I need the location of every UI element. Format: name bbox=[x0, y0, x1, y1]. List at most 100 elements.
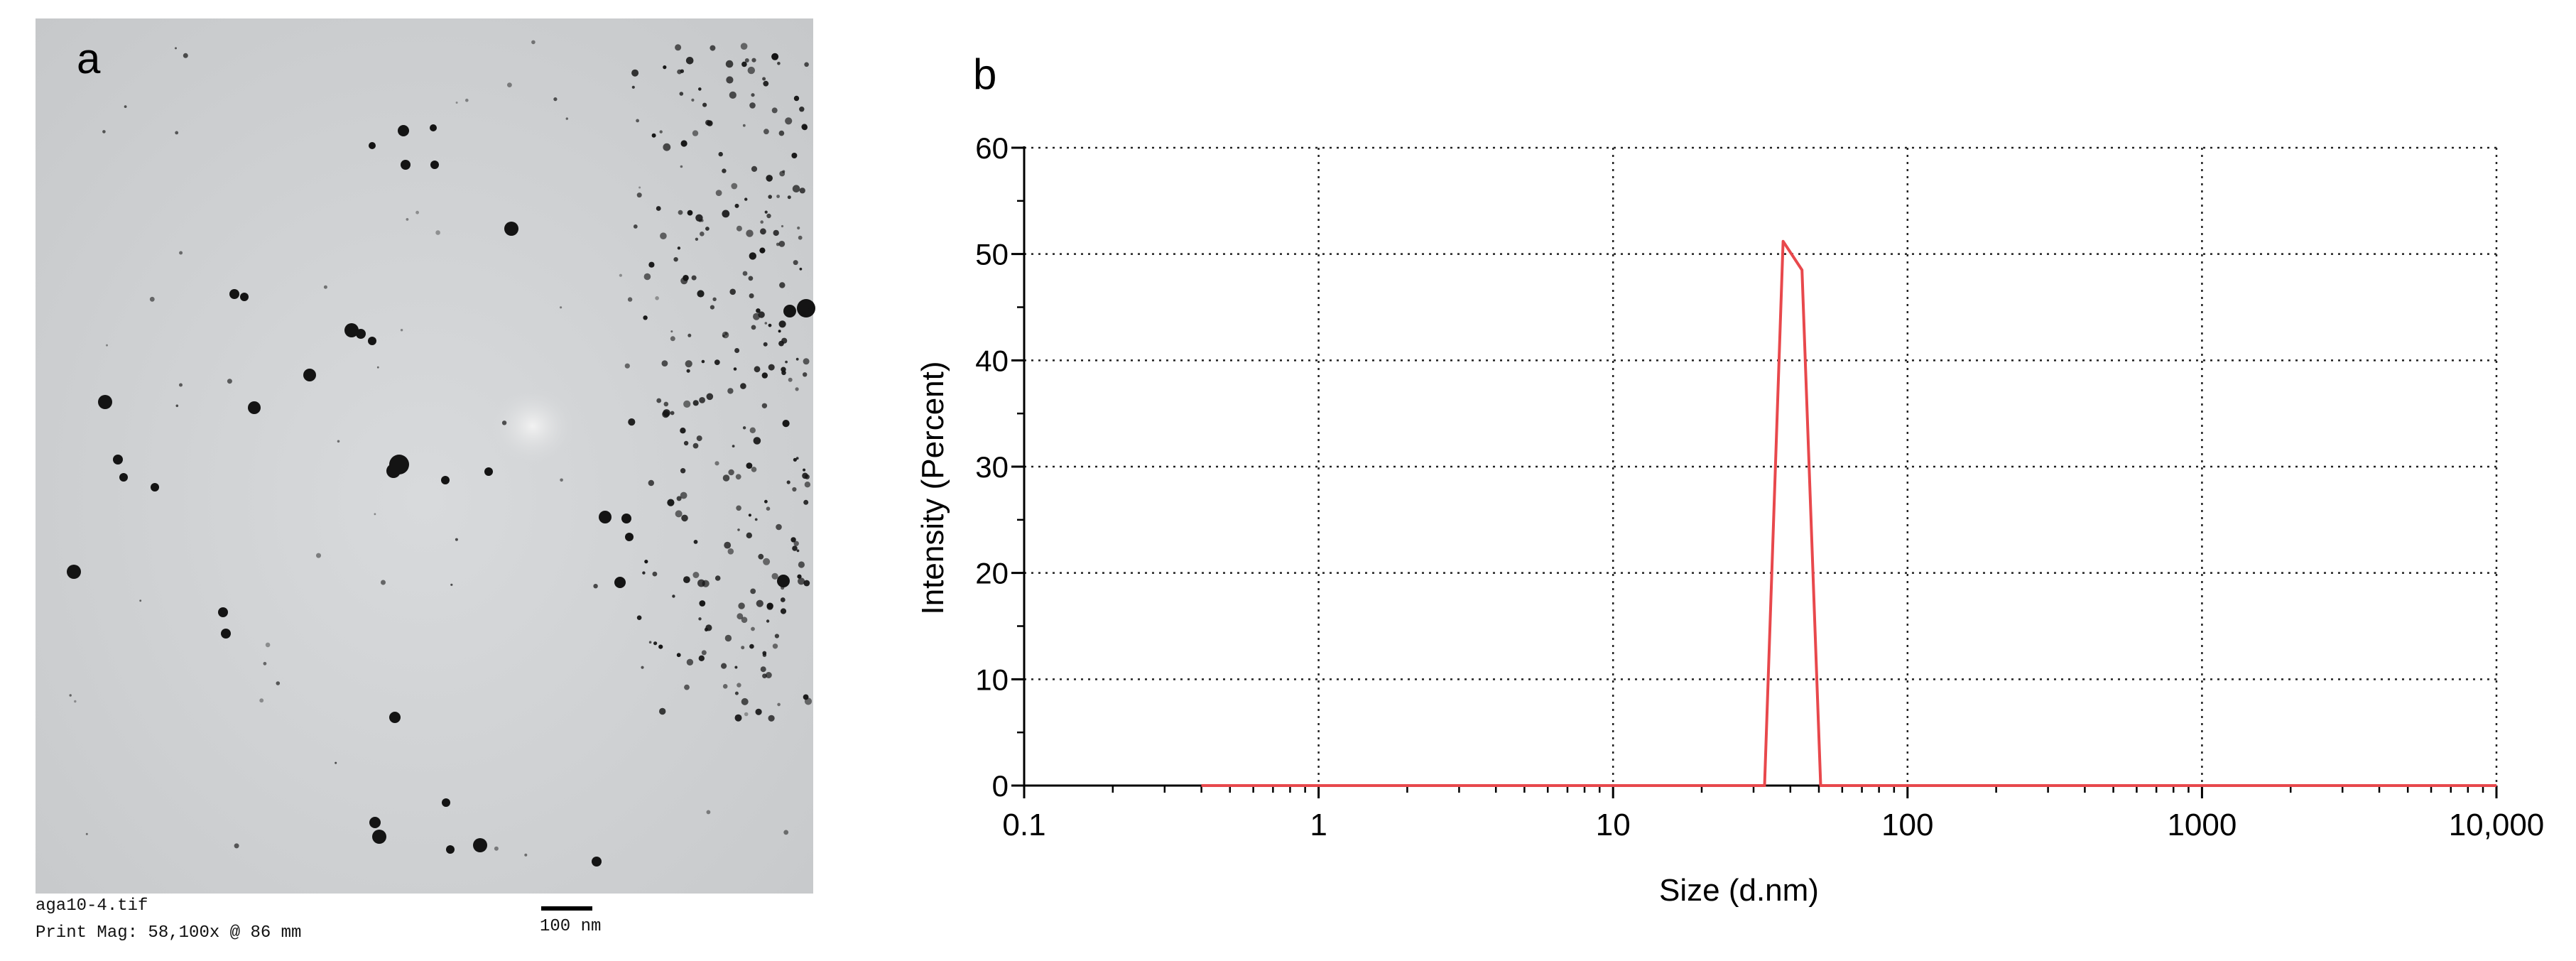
nanoparticle bbox=[441, 476, 450, 484]
nanoparticle bbox=[636, 615, 642, 620]
nanoparticle bbox=[692, 443, 699, 449]
nanoparticle bbox=[265, 642, 271, 648]
nanoparticle bbox=[369, 817, 381, 828]
nanoparticle bbox=[714, 359, 720, 365]
nanoparticle bbox=[691, 98, 695, 102]
nanoparticle bbox=[234, 843, 239, 849]
nanoparticle bbox=[651, 133, 656, 138]
nanoparticle bbox=[501, 420, 507, 425]
nanoparticle bbox=[183, 53, 188, 58]
nanoparticle bbox=[736, 225, 742, 232]
nanoparticle bbox=[680, 428, 686, 434]
nanoparticle bbox=[679, 92, 684, 96]
nanoparticle bbox=[746, 532, 753, 538]
nanoparticle bbox=[798, 235, 803, 240]
nanoparticle bbox=[656, 398, 662, 403]
nanoparticle bbox=[692, 572, 700, 578]
nanoparticle bbox=[749, 102, 756, 109]
x-tick-label: 0.1 bbox=[1002, 808, 1045, 842]
nanoparticle bbox=[762, 77, 766, 81]
nanoparticle bbox=[747, 66, 756, 75]
x-axis-title: Size (d.nm) bbox=[1659, 873, 1819, 908]
nanoparticle bbox=[741, 61, 747, 67]
nanoparticle bbox=[744, 58, 749, 63]
nanoparticle bbox=[656, 206, 661, 211]
nanoparticle bbox=[724, 541, 732, 549]
nanoparticle bbox=[179, 383, 183, 387]
nanoparticle bbox=[484, 467, 493, 476]
nanoparticle bbox=[725, 60, 734, 68]
nanoparticle bbox=[658, 644, 663, 649]
nanoparticle bbox=[729, 288, 736, 295]
nanoparticle bbox=[755, 708, 762, 715]
nanoparticle bbox=[768, 195, 772, 199]
nanoparticle bbox=[473, 838, 487, 852]
nanoparticle bbox=[560, 478, 563, 482]
nanoparticle bbox=[746, 229, 754, 237]
nanoparticle bbox=[524, 853, 528, 857]
nanoparticle bbox=[766, 619, 770, 623]
nanoparticle bbox=[415, 210, 419, 215]
data-point bbox=[1801, 269, 1803, 271]
nanoparticle bbox=[763, 129, 769, 135]
nanoparticle bbox=[67, 565, 81, 579]
nanoparticle bbox=[631, 85, 635, 89]
nanoparticle bbox=[793, 457, 797, 462]
nanoparticle bbox=[221, 629, 231, 639]
nanoparticle bbox=[756, 308, 761, 313]
x-tick-label: 100 bbox=[1881, 808, 1933, 842]
nanoparticle bbox=[763, 558, 771, 565]
nanoparticle bbox=[688, 333, 692, 337]
nanoparticle bbox=[763, 342, 768, 347]
nanoparticle bbox=[778, 340, 784, 347]
nanoparticle bbox=[631, 69, 639, 77]
nanoparticle bbox=[337, 440, 340, 443]
nanoparticle bbox=[695, 237, 699, 241]
nanoparticle bbox=[678, 210, 683, 215]
nanoparticle bbox=[696, 435, 702, 442]
nanoparticle bbox=[751, 325, 756, 330]
nanoparticle bbox=[675, 44, 682, 51]
nanoparticle bbox=[764, 322, 768, 325]
nanoparticle bbox=[803, 499, 809, 505]
nanoparticle bbox=[625, 533, 634, 541]
nanoparticle bbox=[803, 358, 810, 365]
nanoparticle bbox=[788, 377, 793, 382]
nanoparticle bbox=[737, 613, 744, 620]
nanoparticle bbox=[643, 315, 648, 320]
nanoparticle bbox=[805, 308, 809, 312]
x-tick-label: 10 bbox=[1596, 808, 1631, 842]
nanoparticle bbox=[240, 293, 249, 301]
nanoparticle bbox=[754, 366, 761, 373]
nanoparticle bbox=[734, 666, 738, 669]
nanoparticle bbox=[731, 183, 738, 190]
nanoparticle bbox=[771, 53, 779, 60]
nanoparticle bbox=[175, 47, 177, 50]
nanoparticle bbox=[722, 684, 728, 689]
nanoparticle bbox=[655, 296, 659, 300]
nanoparticle bbox=[344, 323, 359, 337]
nanoparticle bbox=[683, 400, 691, 408]
nanoparticle bbox=[662, 411, 670, 418]
nanoparticle bbox=[768, 323, 772, 327]
nanoparticle bbox=[369, 142, 376, 149]
nanoparticle bbox=[681, 514, 688, 522]
nanoparticle bbox=[686, 658, 694, 666]
nanoparticle bbox=[798, 561, 805, 568]
nanoparticle bbox=[638, 186, 641, 189]
nanoparticle bbox=[494, 846, 499, 851]
nanoparticle bbox=[781, 224, 784, 228]
nanoparticle bbox=[667, 499, 675, 506]
nanoparticle bbox=[705, 227, 710, 231]
nanoparticle bbox=[774, 634, 779, 639]
nanoparticle bbox=[683, 275, 689, 281]
nanoparticle bbox=[430, 161, 439, 169]
nanoparticle bbox=[710, 45, 716, 51]
y-tick-label: 0 bbox=[992, 769, 1009, 803]
nanoparticle bbox=[663, 65, 667, 70]
nanoparticle bbox=[765, 672, 772, 678]
nanoparticle bbox=[751, 626, 755, 631]
nanoparticle bbox=[799, 267, 803, 271]
y-axis-title: Intensity (Percent) bbox=[915, 361, 950, 614]
nanoparticle bbox=[766, 506, 771, 511]
